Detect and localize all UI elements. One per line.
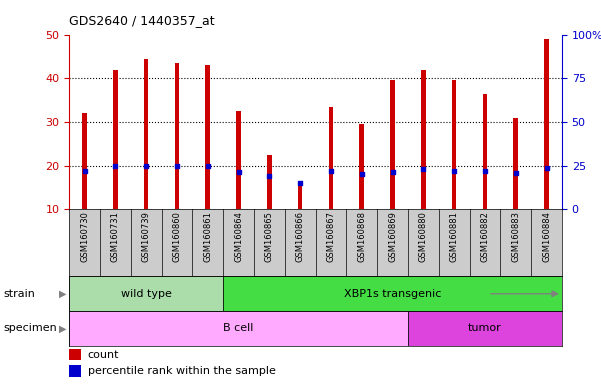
Bar: [69, 276, 223, 311]
Text: GSM160861: GSM160861: [203, 211, 212, 262]
Bar: [69, 311, 408, 346]
Text: GSM160867: GSM160867: [326, 211, 335, 262]
Point: [450, 168, 459, 174]
Point: [295, 180, 305, 186]
Bar: [113, 70, 118, 209]
Text: GSM160869: GSM160869: [388, 211, 397, 262]
Bar: [390, 80, 395, 209]
Text: GSM160882: GSM160882: [480, 211, 489, 262]
Text: GSM160730: GSM160730: [80, 211, 89, 262]
Bar: [298, 181, 302, 209]
Text: GSM160860: GSM160860: [172, 211, 182, 262]
Text: GSM160864: GSM160864: [234, 211, 243, 262]
Text: GSM160739: GSM160739: [142, 211, 151, 262]
Text: percentile rank within the sample: percentile rank within the sample: [88, 366, 275, 376]
Point: [203, 164, 213, 170]
Text: wild type: wild type: [121, 289, 171, 299]
Bar: [329, 107, 333, 209]
Text: GSM160868: GSM160868: [357, 211, 366, 262]
Text: count: count: [88, 350, 119, 360]
Text: GSM160880: GSM160880: [419, 211, 428, 262]
Text: XBP1s transgenic: XBP1s transgenic: [344, 289, 441, 299]
Point: [326, 168, 336, 174]
Bar: [408, 311, 562, 346]
Bar: [513, 118, 518, 209]
Point: [480, 168, 490, 174]
Bar: [452, 80, 456, 209]
Point: [418, 166, 428, 172]
Point: [542, 165, 551, 171]
Text: ▶: ▶: [59, 289, 66, 299]
Bar: [144, 59, 148, 209]
Point: [388, 169, 397, 175]
Bar: [206, 65, 210, 209]
Text: GDS2640 / 1440357_at: GDS2640 / 1440357_at: [69, 14, 215, 27]
Bar: [223, 276, 562, 311]
Text: specimen: specimen: [3, 323, 56, 333]
Bar: [421, 70, 426, 209]
Point: [234, 169, 243, 175]
Text: GSM160731: GSM160731: [111, 211, 120, 262]
Point: [111, 164, 120, 170]
Text: GSM160883: GSM160883: [511, 211, 520, 262]
Text: strain: strain: [3, 289, 35, 299]
Point: [172, 162, 182, 169]
Text: GSM160866: GSM160866: [296, 211, 305, 262]
Point: [80, 168, 90, 174]
Bar: [359, 124, 364, 209]
Text: GSM160865: GSM160865: [265, 211, 274, 262]
Bar: [82, 113, 87, 209]
Bar: [69, 366, 82, 377]
Text: B cell: B cell: [224, 323, 254, 333]
Bar: [175, 63, 179, 209]
Text: GSM160881: GSM160881: [450, 211, 459, 262]
Point: [264, 173, 274, 179]
Point: [511, 169, 520, 175]
Bar: [236, 111, 241, 209]
Text: GSM160884: GSM160884: [542, 211, 551, 262]
Text: ▶: ▶: [59, 323, 66, 333]
Point: [141, 164, 151, 170]
Bar: [483, 94, 487, 209]
Text: tumor: tumor: [468, 323, 502, 333]
Bar: [545, 39, 549, 209]
Bar: [267, 155, 272, 209]
Bar: [69, 349, 82, 360]
Point: [357, 171, 367, 177]
